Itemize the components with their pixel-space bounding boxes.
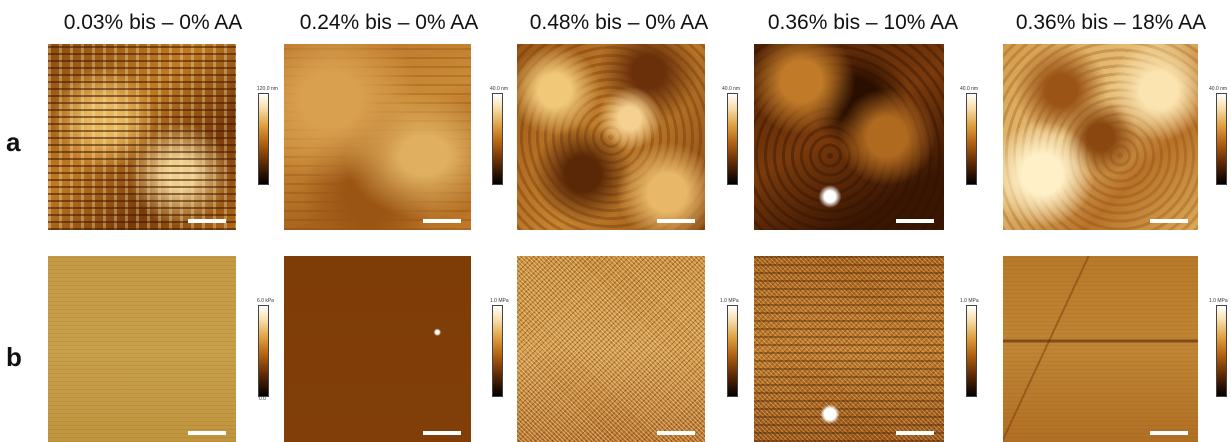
scale-bar: [1150, 431, 1188, 435]
colorbar-b3: [727, 305, 738, 397]
modulus-image-b4: [754, 256, 944, 442]
colorbar-b1: [258, 305, 269, 397]
colorbar-b4: [966, 305, 977, 397]
colorbar-a3: [727, 93, 738, 185]
modulus-image-b5: [1003, 256, 1198, 442]
afm-image-a3: [517, 44, 705, 230]
afm-image-a1: [48, 44, 236, 230]
colorbar-a4: [966, 93, 977, 185]
afm-image-a4: [754, 44, 944, 230]
afm-image-a2: [284, 44, 471, 230]
colorbar-a1: [258, 93, 269, 185]
colorbar-a1-max: 120.0 nm: [257, 86, 278, 92]
column-title-3: 0.48% bis – 0% AA: [529, 11, 709, 34]
colorbar-a5: [1216, 93, 1227, 185]
scale-bar: [1150, 219, 1188, 223]
modulus-image-b2: [284, 256, 471, 442]
colorbar-b5: [1216, 305, 1227, 397]
modulus-image-b1: [48, 256, 236, 442]
afm-image-a5: [1003, 44, 1198, 230]
scale-bar: [657, 219, 695, 223]
colorbar-a3-max: 40.0 nm: [722, 86, 741, 92]
modulus-image-b3: [517, 256, 705, 442]
scale-bar: [896, 219, 934, 223]
column-title-4: 0.36% bis – 10% AA: [767, 11, 959, 34]
column-title-5: 0.36% bis – 18% AA: [1015, 11, 1207, 34]
row-label-a: a: [6, 127, 21, 157]
column-title-1: 0.03% bis – 0% AA: [63, 11, 243, 34]
colorbar-b2-max: 1.0 MPa: [490, 298, 509, 304]
colorbar-b1-max: 6.0 kPa: [257, 298, 274, 304]
scale-bar: [188, 219, 226, 223]
scale-bar: [896, 431, 934, 435]
colorbar-a5-max: 40.0 nm: [1209, 86, 1228, 92]
colorbar-b4-max: 1.0 MPa: [960, 298, 979, 304]
scale-bar: [423, 431, 461, 435]
scale-bar: [657, 431, 695, 435]
colorbar-a2-max: 40.0 nm: [490, 86, 509, 92]
column-title-2: 0.24% bis – 0% AA: [299, 11, 479, 34]
scale-bar: [423, 219, 461, 223]
colorbar-a4-max: 40.0 nm: [960, 86, 979, 92]
row-label-b: b: [6, 342, 22, 372]
colorbar-b3-max: 1.0 MPa: [720, 298, 739, 304]
scale-bar: [188, 431, 226, 435]
colorbar-b5-max: 1.0 MPa: [1209, 298, 1228, 304]
colorbar-b2: [492, 305, 503, 397]
colorbar-a2: [492, 93, 503, 185]
colorbar-b1-min: 0.0: [259, 396, 266, 402]
